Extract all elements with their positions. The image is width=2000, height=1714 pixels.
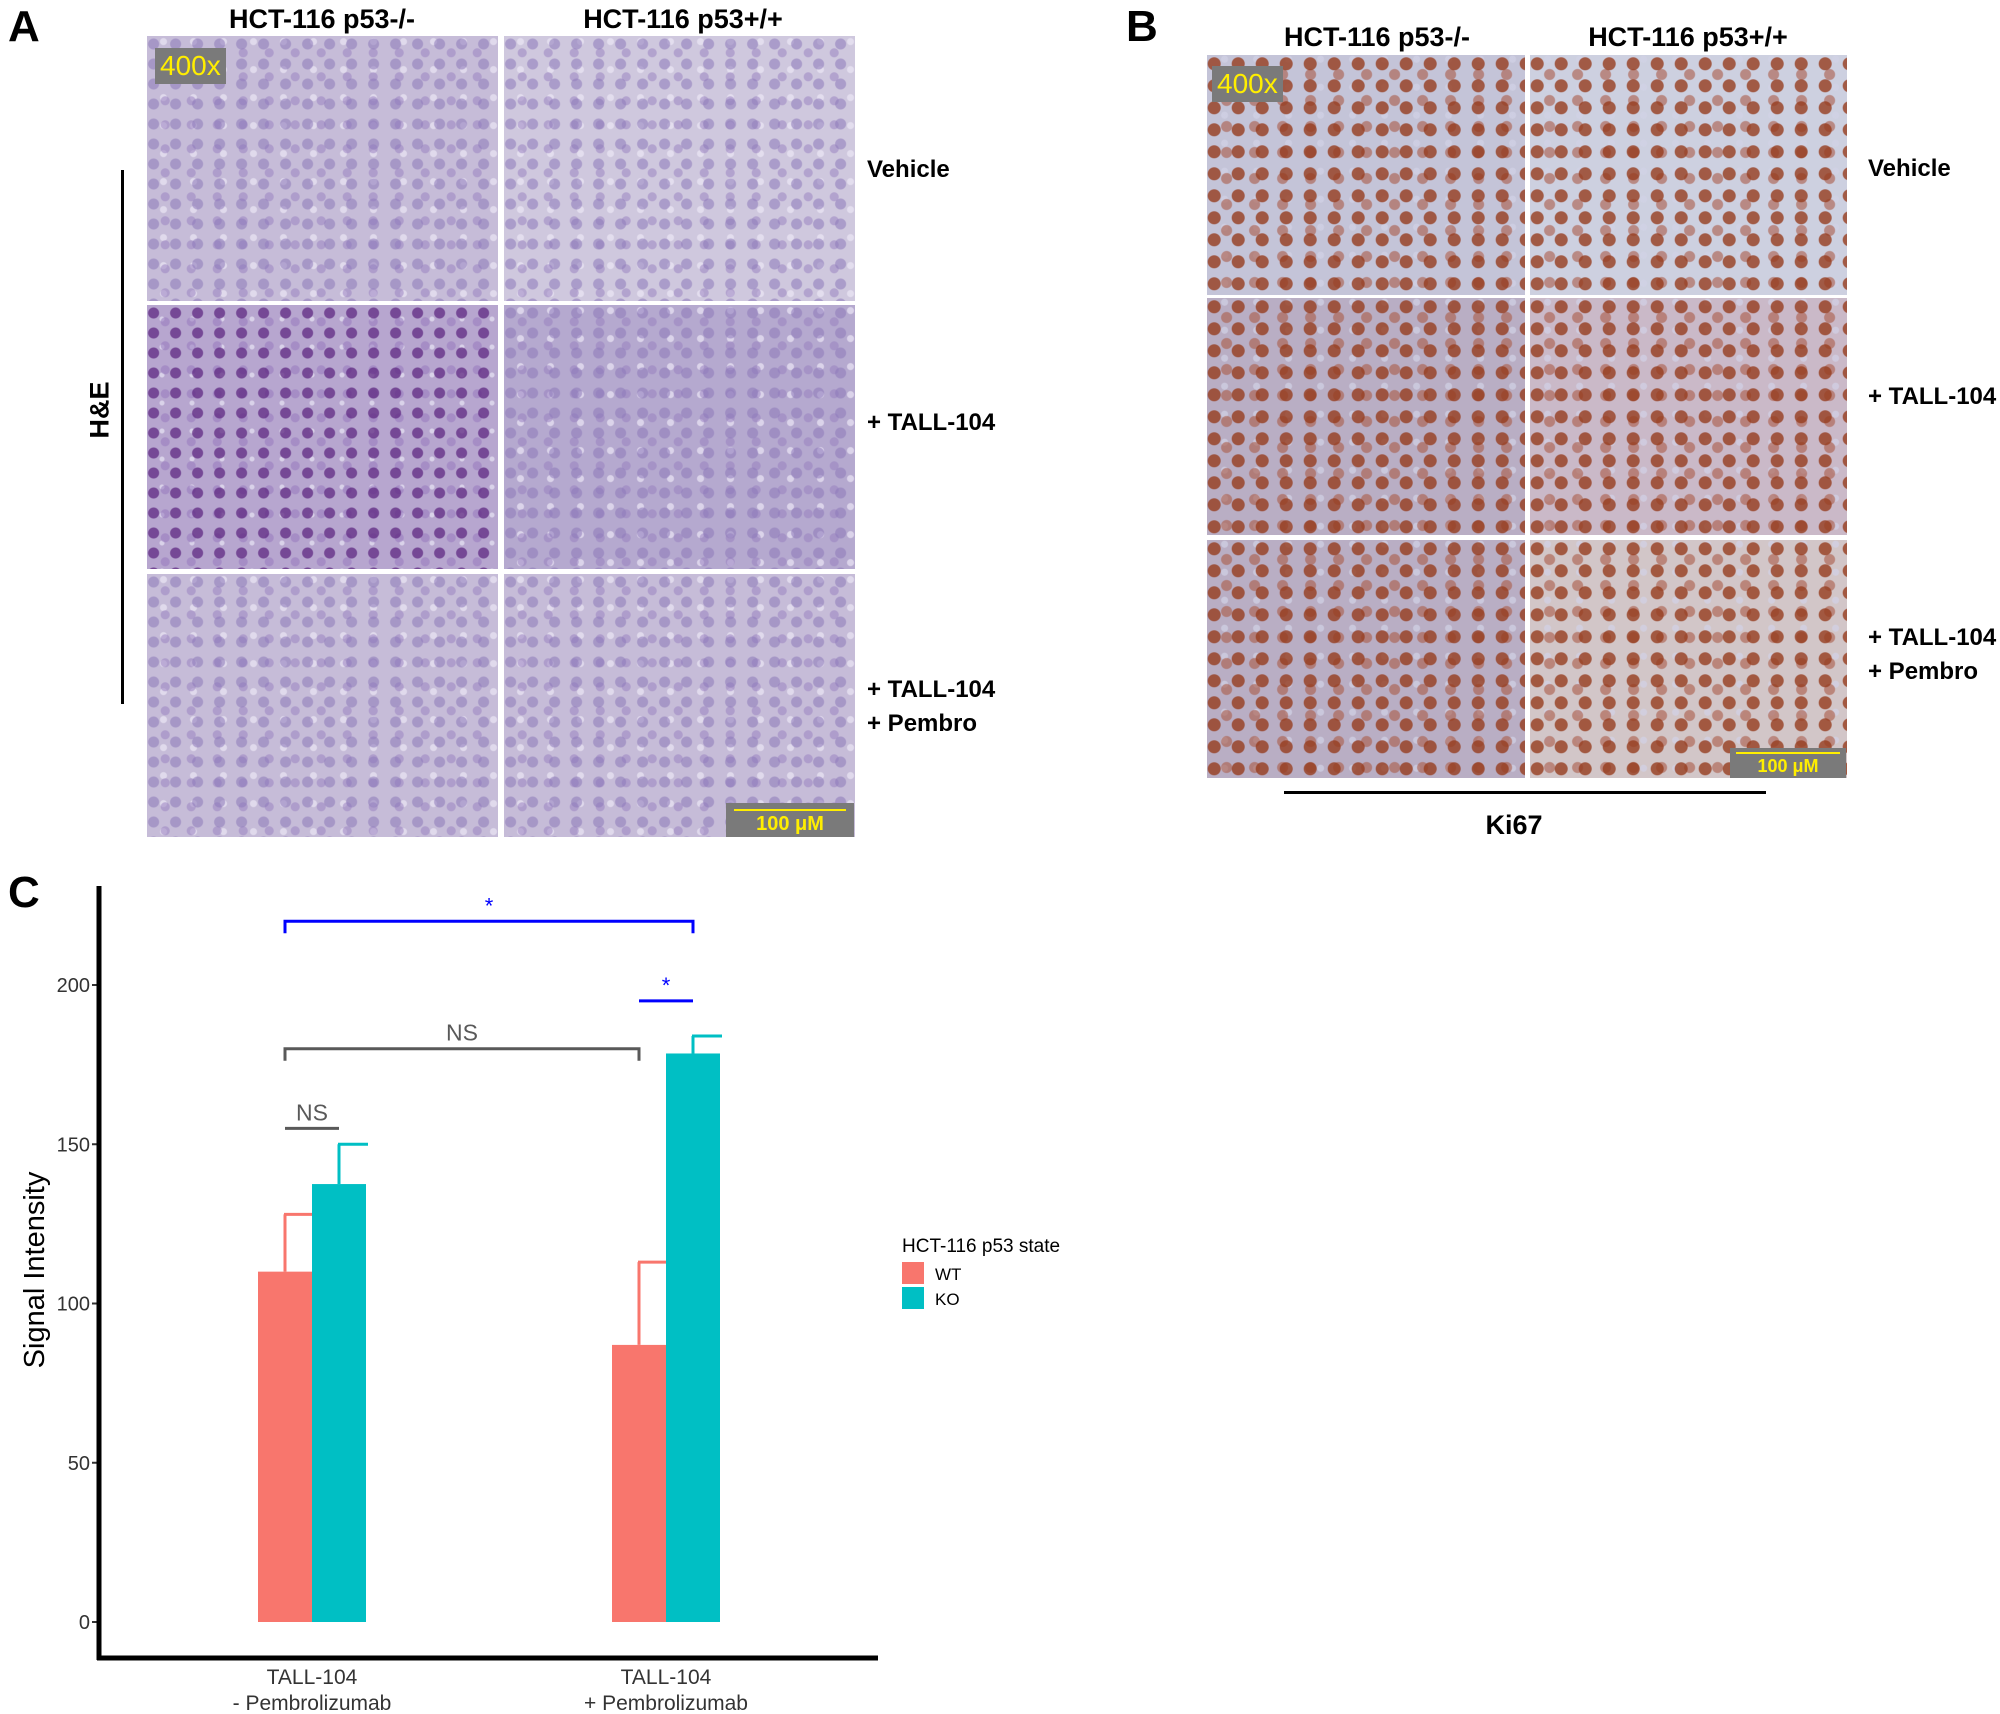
scale-bar: 100 μM — [1730, 748, 1846, 778]
significance-label: NS — [296, 1099, 328, 1125]
scale-bar-line — [734, 809, 846, 811]
row-label-tall104-pembro: + TALL-104 + Pembro — [1868, 621, 1996, 689]
panel-c-letter: C — [8, 868, 40, 917]
x-tick-label: + Pembrolizumab — [584, 1692, 748, 1714]
legend-label-ko: KO — [935, 1290, 960, 1309]
y-axis-label: Signal Intensity — [19, 1171, 51, 1368]
ki67-image-p53wt-tall104 — [1530, 298, 1847, 535]
legend: HCT-116 p53 state WT KO — [902, 1236, 1060, 1309]
legend-swatch-ko — [902, 1287, 924, 1309]
stain-label-he: H&E — [84, 381, 115, 439]
panel-b-column-header: HCT-116 p53-/- — [1283, 22, 1471, 52]
bar-wt — [612, 1344, 666, 1622]
y-tick-label: 0 — [79, 1612, 90, 1634]
ki67-image-p53wt-tall104-pembro — [1530, 540, 1847, 778]
y-tick-label: 50 — [68, 1453, 90, 1475]
panel-a-column-header: HCT-116 p53+/+ — [583, 4, 783, 34]
row-label-vehicle: Vehicle — [867, 153, 950, 187]
ki67-image-p53wt-vehicle — [1530, 55, 1847, 295]
legend-title: HCT-116 p53 state — [902, 1236, 1060, 1257]
scale-bar-label: 100 μM — [1757, 756, 1819, 776]
he-image-p53ko-tall104 — [147, 305, 498, 569]
panel-a-letter: A — [8, 2, 40, 51]
significance-bracket — [283, 919, 695, 934]
legend-label-wt: WT — [935, 1265, 961, 1284]
row-label-tall104: + TALL-104 — [867, 406, 995, 440]
significance-bracket — [283, 1047, 641, 1061]
row-label-line: + Pembro — [867, 710, 978, 737]
ki67-image-p53ko-tall104 — [1207, 298, 1525, 535]
row-label-line: + TALL-104 — [1868, 624, 1997, 651]
row-label-line: Vehicle — [867, 156, 950, 183]
magnification-label: 400x — [1212, 66, 1283, 102]
row-label-vehicle: Vehicle — [1868, 152, 1951, 186]
row-label-line: + TALL-104 — [867, 676, 996, 703]
row-label-tall104-pembro: + TALL-104 + Pembro — [867, 673, 995, 741]
row-label-line: Vehicle — [1868, 155, 1951, 182]
scale-bar: 100 μM — [726, 803, 854, 837]
he-image-p53ko-tall104-pembro — [147, 574, 498, 837]
scale-bar-line — [1736, 752, 1840, 754]
significance-label: * — [485, 893, 494, 918]
panel-a-column-header: HCT-116 p53-/- — [228, 4, 416, 34]
y-tick-label: 150 — [57, 1134, 90, 1156]
bar-chart: Signal Intensity 0 50 100 150 200 * * NS NS TAL… — [19, 886, 1060, 1714]
x-tick-label: TALL-104 — [621, 1666, 712, 1689]
magnification-label: 400x — [155, 48, 226, 84]
stain-label-ki67: Ki67 — [1485, 810, 1543, 840]
bar-ko — [666, 1053, 720, 1622]
row-label-tall104: + TALL-104 — [1868, 380, 1996, 414]
x-tick-label: - Pembrolizumab — [233, 1692, 392, 1714]
panel-b-letter: B — [1126, 2, 1158, 51]
significance-label: NS — [446, 1020, 478, 1046]
row-label-line: + Pembro — [1868, 658, 1979, 685]
he-image-p53wt-vehicle — [504, 36, 855, 301]
legend-swatch-wt — [902, 1262, 924, 1284]
he-image-p53wt-tall104 — [504, 305, 855, 569]
y-tick-label: 100 — [57, 1294, 90, 1316]
bar-wt — [258, 1271, 312, 1622]
x-tick-label: TALL-104 — [267, 1666, 358, 1689]
row-label-line: + TALL-104 — [867, 409, 996, 436]
bar-ko — [312, 1184, 366, 1622]
he-bracket-line — [121, 170, 124, 704]
he-image-p53wt-tall104-pembro — [504, 574, 855, 837]
panel-b-column-header: HCT-116 p53+/+ — [1588, 22, 1788, 52]
row-label-line: + TALL-104 — [1868, 383, 1997, 410]
scale-bar-label: 100 μM — [756, 813, 824, 835]
y-tick-label: 200 — [57, 975, 90, 997]
ki67-image-p53ko-tall104-pembro — [1207, 540, 1525, 778]
ki67-bracket-line — [1284, 791, 1766, 794]
significance-label: * — [662, 973, 671, 998]
